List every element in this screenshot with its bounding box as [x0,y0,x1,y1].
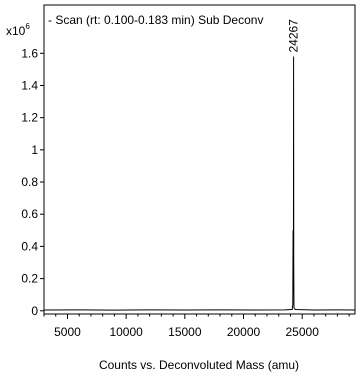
x-tick-label: 5000 [54,325,81,339]
x-tick-label: 25000 [286,325,320,339]
series-layer [43,56,356,311]
chart-title: - Scan (rt: 0.100-0.183 min) Sub Deconv [48,13,263,27]
y-multiplier-exponent: 6 [25,22,30,31]
spectrum-line [43,56,356,311]
peak-label: 24267 [287,19,301,53]
y-tick-label: 0.4 [21,239,38,253]
y-tick-label: 1.4 [21,78,38,92]
x-tick-label: 15000 [168,325,202,339]
peak-labels: 24267 [287,19,301,53]
y-tick-label: 0.2 [21,272,38,286]
x-tick-label: 20000 [227,325,261,339]
plot-frame [43,4,356,315]
y-tick-label: 1 [31,143,38,157]
y-axis: 0 0.2 0.4 0.6 0.8 1 1.2 1.4 1.6 [21,46,44,318]
y-multiplier: x106 [6,22,30,38]
x-axis: 5000 10000 15000 20000 25000 [43,314,350,339]
y-tick-label: 0 [31,304,38,318]
y-tick-label: 0.6 [21,207,38,221]
y-tick-label: 1.2 [21,111,38,125]
y-tick-label: 1.6 [21,46,38,60]
y-tick-label: 0.8 [21,175,38,189]
x-tick-label: 10000 [109,325,143,339]
x-axis-label: Counts vs. Deconvoluted Mass (amu) [99,358,299,372]
